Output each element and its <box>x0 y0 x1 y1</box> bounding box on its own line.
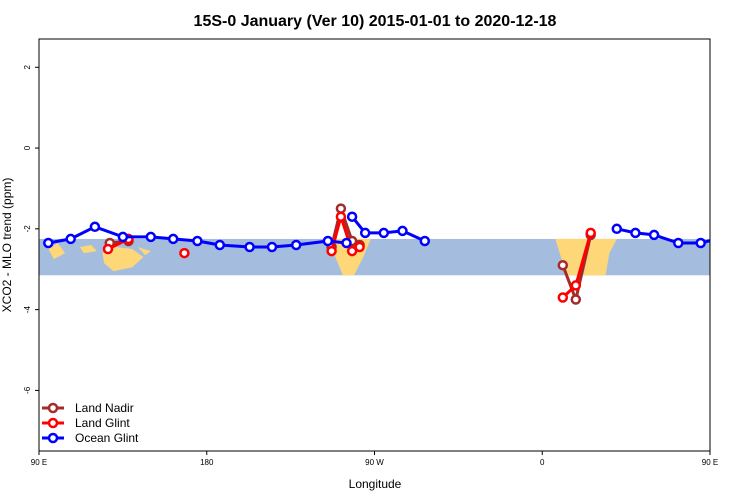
ocean-glint-point-1-2 <box>378 227 390 239</box>
legend-ocean-glint-label: Ocean Glint <box>75 431 139 445</box>
y-axis-label: XCO2 - MLO trend (ppm) <box>0 178 14 313</box>
x-tick-label-3: 0 <box>540 458 545 467</box>
ocean-glint-point-0-4 <box>145 231 157 243</box>
ocean-glint-point-0-3 <box>117 231 129 243</box>
land-glint-point-2-3 <box>354 241 365 253</box>
x-tick-label-0: 90 E <box>31 458 47 467</box>
x-tick-label-1: 180 <box>200 458 214 467</box>
land-nadir-point-2-0 <box>557 259 569 271</box>
chart-title: 15S-0 January (Ver 10) 2015-01-01 to 202… <box>194 13 557 30</box>
ocean-glint-point-2-1 <box>630 227 641 239</box>
legend-land-glint-label: Land Glint <box>75 416 130 430</box>
ocean-glint-point-1-0 <box>346 211 358 222</box>
x-axis-label: Longitude <box>349 477 402 491</box>
background-band-layer <box>39 238 736 276</box>
ocean-glint-point-0-9 <box>266 241 278 253</box>
ocean-glint-point-2-5 <box>721 233 729 241</box>
legend-land-nadir-marker <box>47 402 59 414</box>
ocean-glint-point-1-4 <box>419 235 431 247</box>
ocean-glint-point-0-11 <box>322 235 334 247</box>
ocean-glint-point-0-7 <box>214 239 226 251</box>
land-glint-point-2-0 <box>326 245 337 257</box>
legend-land-nadir-label: Land Nadir <box>75 401 134 415</box>
ocean-glint-point-2-3 <box>673 237 684 249</box>
land-shape-3 <box>80 245 97 254</box>
land-shape-5 <box>137 247 151 256</box>
ocean-glint-point-1-3 <box>397 225 408 237</box>
land-glint-point-3-0 <box>557 292 569 303</box>
ocean-glint-point-1-1 <box>359 227 371 239</box>
ocean-glint-point-2-2 <box>648 229 660 241</box>
land-glint-point-2-1 <box>335 211 347 222</box>
legend-ocean-glint-marker <box>47 432 59 444</box>
legend-land-glint-marker <box>47 417 59 429</box>
series-layer <box>43 203 750 305</box>
ocean-glint-point-0-6 <box>192 235 203 247</box>
ocean-glint-point-0-10 <box>290 239 302 251</box>
ocean-glint-point-0-0 <box>43 237 54 249</box>
ocean-glint-point-0-8 <box>244 241 255 253</box>
ocean-glint-point-0-5 <box>167 233 179 245</box>
land-shape-6 <box>719 243 736 259</box>
y-tick-label-0: 2 <box>23 65 32 70</box>
land-glint-point-1-0 <box>179 247 190 259</box>
y-tick-label-3: -4 <box>23 306 32 314</box>
land-glint-point-2-2 <box>346 245 358 257</box>
x-tick-label-2: 90 W <box>365 458 384 467</box>
ocean-glint-point-2-0 <box>611 223 623 235</box>
ocean-glint-point-0-12 <box>341 237 352 249</box>
ocean-glint-point-0-1 <box>65 233 76 245</box>
land-nadir-point-2-1 <box>570 294 582 305</box>
land-glint-point-3-2 <box>585 227 596 239</box>
ocean-glint-point-0-2 <box>89 221 101 233</box>
y-tick-label-1: 0 <box>23 145 32 150</box>
ocean-glint-point-2-4 <box>695 237 706 249</box>
land-glint-point-0-0 <box>102 243 114 255</box>
ocean-glint-point-2-6 <box>743 223 750 231</box>
y-axis: 2 0 -2 -4 -6 <box>23 65 39 394</box>
land-glint-point-3-1 <box>570 280 582 291</box>
y-tick-label-2: -2 <box>23 225 32 233</box>
land-shape-4 <box>102 247 144 272</box>
x-axis: 90 E 180 90 W 0 90 E <box>31 451 718 467</box>
land-nadir-point-1-1 <box>335 203 347 214</box>
y-tick-label-4: -6 <box>23 386 32 394</box>
land-shape-2 <box>48 243 66 260</box>
x-tick-label-4: 90 E <box>702 458 718 467</box>
ocean-glint-line-2 <box>616 227 710 245</box>
